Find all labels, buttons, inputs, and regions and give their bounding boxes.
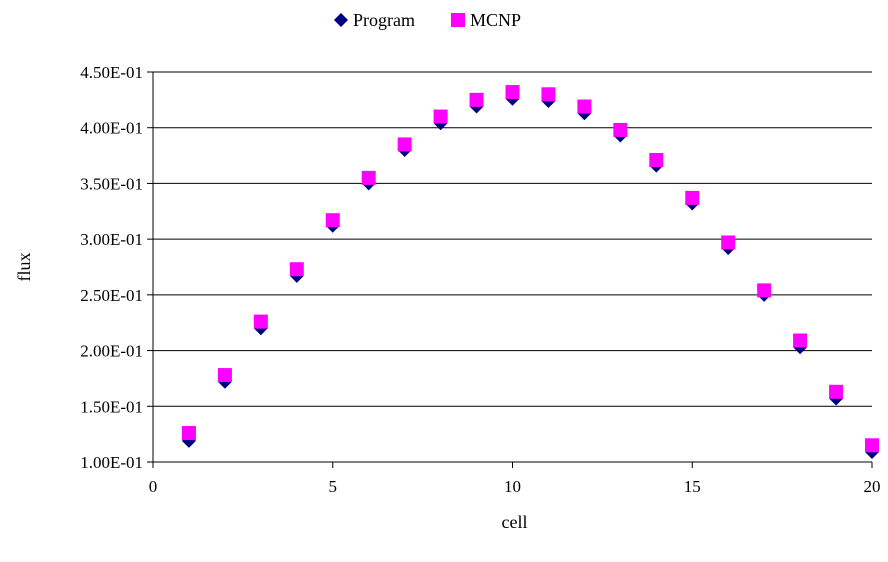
y-tick-label: 3.50E-01 xyxy=(80,174,143,193)
y-tick-labels: 1.00E-01 1.50E-01 2.00E-01 2.50E-01 3.00E-01… xyxy=(80,63,143,472)
x-axis-title: cell xyxy=(502,512,528,532)
legend-marker-program xyxy=(334,13,348,27)
data-point-mcnp xyxy=(289,262,304,277)
legend-marker-mcnp xyxy=(451,13,465,27)
axes xyxy=(147,71,873,468)
data-point-mcnp xyxy=(685,190,700,205)
gridlines xyxy=(153,71,872,463)
series-mcnp xyxy=(181,85,879,453)
data-point-mcnp xyxy=(361,170,376,185)
data-point-mcnp xyxy=(865,438,879,453)
data-point-mcnp xyxy=(325,213,340,228)
legend-label-mcnp: MCNP xyxy=(470,10,521,30)
data-point-mcnp xyxy=(541,87,556,102)
data-point-mcnp xyxy=(757,283,772,298)
data-point-mcnp xyxy=(829,384,844,399)
x-tick-label: 20 xyxy=(864,477,881,496)
series-program xyxy=(181,91,879,459)
y-tick-label: 2.00E-01 xyxy=(80,342,143,361)
x-tick-label: 5 xyxy=(329,477,338,496)
y-axis-title: flux xyxy=(14,253,34,282)
data-point-mcnp xyxy=(577,99,592,114)
data-point-mcnp xyxy=(721,235,736,250)
data-point-mcnp xyxy=(469,92,484,107)
data-point-mcnp xyxy=(433,109,448,124)
y-tick-label: 1.00E-01 xyxy=(80,453,143,472)
y-tick-label: 1.50E-01 xyxy=(80,397,143,416)
data-point-mcnp xyxy=(613,122,628,137)
x-tick-label: 10 xyxy=(504,477,521,496)
data-point-mcnp xyxy=(217,368,232,383)
x-tick-label: 0 xyxy=(149,477,158,496)
y-tick-label: 3.00E-01 xyxy=(80,230,143,249)
series-marks xyxy=(181,85,879,459)
legend-item-mcnp: MCNP xyxy=(451,10,521,30)
data-point-mcnp xyxy=(793,333,808,348)
x-tick-label: 15 xyxy=(684,477,701,496)
data-point-mcnp xyxy=(649,153,664,168)
data-point-mcnp xyxy=(181,426,196,441)
y-tick-label: 4.50E-01 xyxy=(80,63,143,82)
legend-label-program: Program xyxy=(353,10,415,30)
data-point-mcnp xyxy=(505,85,520,100)
y-tick-label: 4.00E-01 xyxy=(80,119,143,138)
data-point-mcnp xyxy=(397,137,412,152)
x-tick-labels: 0 5 10 15 20 xyxy=(149,477,881,496)
data-point-mcnp xyxy=(253,314,268,329)
y-tick-label: 2.50E-01 xyxy=(80,286,143,305)
legend: Program MCNP xyxy=(334,10,521,30)
legend-item-program: Program xyxy=(334,10,415,30)
